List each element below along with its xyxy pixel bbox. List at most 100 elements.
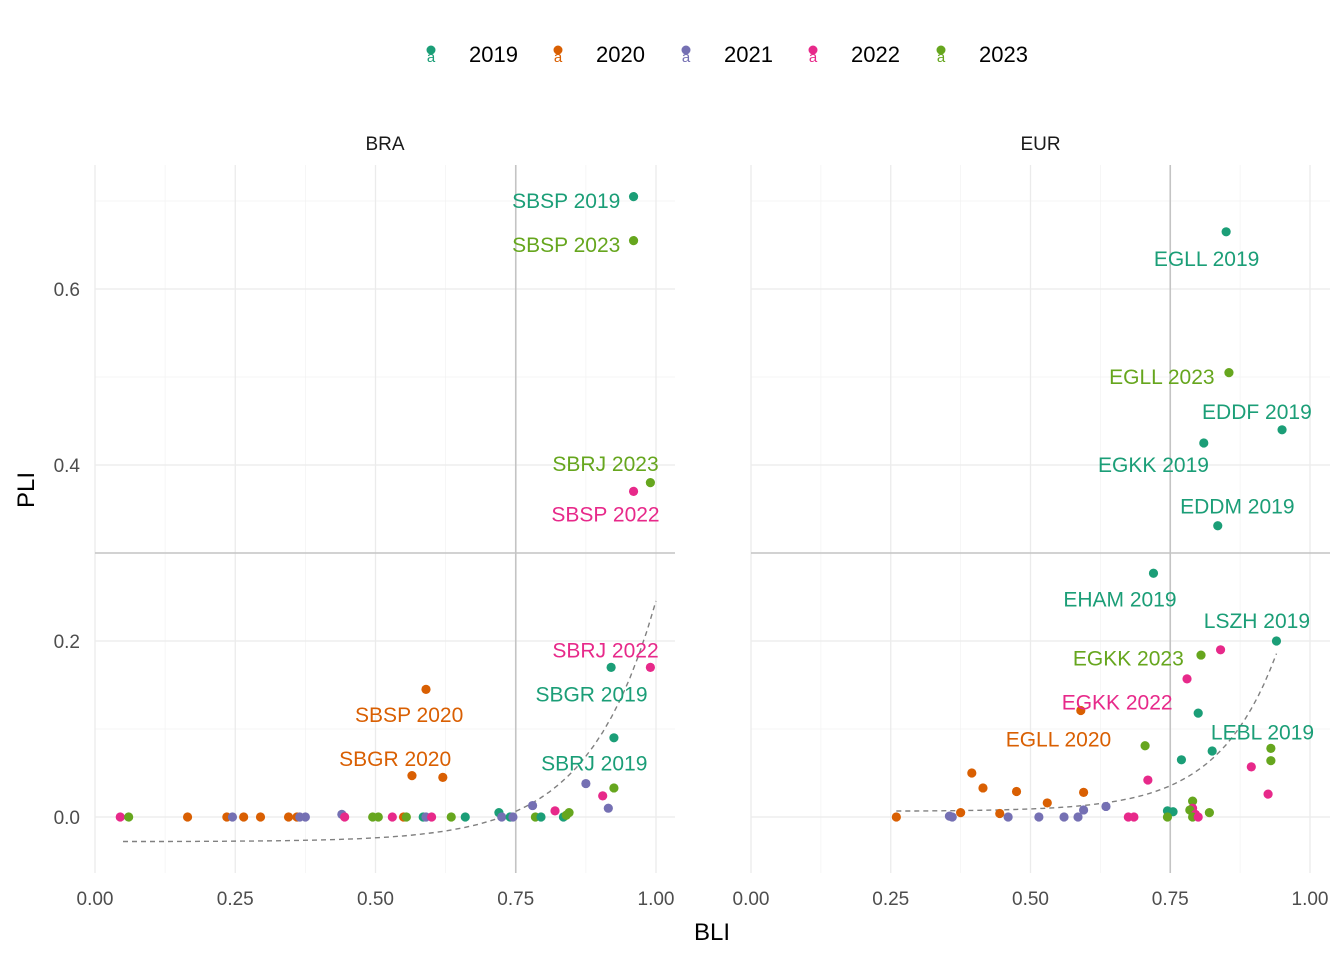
data-point-2020 xyxy=(182,812,193,822)
data-point-2023 xyxy=(1188,796,1198,806)
data-point-2022 xyxy=(1129,812,1139,822)
data-point-2022 xyxy=(1182,674,1192,684)
data-point-2020 xyxy=(255,812,266,822)
facet-strip-title: BRA xyxy=(365,134,404,155)
legend-label: 2021 xyxy=(724,42,773,67)
data-point-2022 xyxy=(1143,775,1153,785)
point-label: EDDM 2019 xyxy=(1180,495,1294,518)
data-point-2020 xyxy=(967,768,977,778)
data-point-2019 xyxy=(1213,521,1223,531)
data-point-2022 xyxy=(1215,645,1226,655)
data-point-2022 xyxy=(1263,789,1273,799)
data-point-2019 xyxy=(460,812,470,822)
data-point-2019 xyxy=(1271,636,1282,646)
legend-label: 2019 xyxy=(469,42,518,67)
data-point-2021 xyxy=(1059,812,1069,822)
legend-key-point xyxy=(681,45,691,55)
point-label: EGKK 2019 xyxy=(1098,454,1209,477)
legend-item: a 2022 xyxy=(808,42,900,67)
data-point-2023 xyxy=(1266,756,1276,766)
legend-label: 2020 xyxy=(596,42,645,67)
x-tick-label: 1.00 xyxy=(638,889,675,910)
data-point-2023 xyxy=(1266,743,1276,753)
data-point-2023 xyxy=(561,810,571,820)
point-label: EGLL 2019 xyxy=(1154,248,1259,271)
y-tick-label: 0.4 xyxy=(54,456,81,477)
data-point-2021 xyxy=(1101,801,1111,812)
legend-key-letter: a xyxy=(427,49,436,66)
x-tick-label: 1.00 xyxy=(1292,889,1329,910)
data-point-2023 xyxy=(1224,368,1234,378)
panel-bra: BRA 0.00 0.25 0.50 0.75 1.00 SBSP 2019 SBSP 202… xyxy=(77,134,675,910)
legend-label: 2022 xyxy=(851,42,900,67)
data-point-2023 xyxy=(1204,808,1214,818)
x-tick-label: 0.25 xyxy=(872,889,909,910)
point-label: SBSP 2020 xyxy=(355,704,463,727)
point-label: EHAM 2019 xyxy=(1063,589,1176,612)
facet-panels: BRA 0.00 0.25 0.50 0.75 1.00 SBSP 2019 SBSP 202… xyxy=(77,134,1330,910)
legend-key-letter: a xyxy=(809,49,818,66)
y-axis-ticks: 0.0 0.2 0.4 0.6 xyxy=(54,280,81,829)
data-point-2023 xyxy=(124,812,134,822)
data-point-2022 xyxy=(1246,762,1256,772)
data-point-2021 xyxy=(947,812,957,822)
point-label: SBSP 2019 xyxy=(512,190,620,213)
data-point-2020 xyxy=(438,772,448,783)
data-point-2020 xyxy=(978,783,988,793)
facet-strip-title: EUR xyxy=(1020,134,1060,155)
data-point-2021 xyxy=(1034,812,1044,822)
data-point-2019 xyxy=(1193,708,1203,718)
data-point-2021 xyxy=(497,812,507,822)
point-label: EGLL 2023 xyxy=(1109,366,1214,389)
data-point-2020 xyxy=(283,812,294,822)
data-point-2019 xyxy=(628,192,639,202)
data-point-2023 xyxy=(373,812,383,822)
legend: a 2019 a 2020 a 2021 a 2022 a 2023 xyxy=(426,42,1028,67)
data-point-2022 xyxy=(387,812,397,822)
data-point-2022 xyxy=(427,812,437,822)
legend-key-letter: a xyxy=(554,49,563,66)
point-label: SBSP 2023 xyxy=(512,234,620,257)
data-point-2020 xyxy=(421,684,431,695)
data-point-2020 xyxy=(956,808,966,818)
x-tick-label: 0.50 xyxy=(1012,889,1049,910)
data-point-2021 xyxy=(581,778,591,789)
y-axis-title: PLI xyxy=(13,472,40,508)
legend-key-point xyxy=(808,45,818,55)
data-point-2023 xyxy=(1196,650,1206,660)
data-point-2020 xyxy=(1079,787,1089,797)
data-point-2023 xyxy=(401,812,411,822)
x-tick-label: 0.00 xyxy=(77,889,114,910)
data-point-2020 xyxy=(891,812,901,822)
legend-key-point xyxy=(936,45,946,55)
data-point-2023 xyxy=(645,478,655,488)
data-point-2019 xyxy=(536,812,546,822)
data-point-2019 xyxy=(1176,755,1187,765)
data-point-2020 xyxy=(995,808,1005,819)
x-tick-label: 0.00 xyxy=(733,889,770,910)
legend-item: a 2019 xyxy=(426,42,518,67)
point-label: SBRJ 2023 xyxy=(552,453,658,476)
data-point-2020 xyxy=(407,771,417,781)
data-point-2021 xyxy=(227,812,238,822)
data-point-2019 xyxy=(1277,425,1287,435)
data-point-2021 xyxy=(527,800,538,811)
data-point-2021 xyxy=(1079,805,1089,815)
point-label: LEBL 2019 xyxy=(1211,722,1314,745)
point-label: SBSP 2022 xyxy=(551,503,659,526)
data-point-2022 xyxy=(1193,812,1203,822)
data-point-2022 xyxy=(115,812,125,822)
panel-eur: EUR 0.00 0.25 0.50 0.75 1.00 EGLL 2019 EGLL 202… xyxy=(733,134,1330,910)
data-point-2019 xyxy=(1148,568,1159,578)
data-point-2020 xyxy=(1076,705,1086,716)
y-tick-label: 0.6 xyxy=(54,280,80,301)
data-point-2021 xyxy=(1073,812,1083,822)
data-point-2023 xyxy=(1162,812,1173,822)
data-point-2020 xyxy=(239,812,249,822)
data-point-2022 xyxy=(598,791,608,801)
data-point-2021 xyxy=(300,812,310,822)
data-point-2020 xyxy=(1011,786,1022,797)
x-tick-label: 0.75 xyxy=(497,889,534,910)
data-point-2022 xyxy=(340,812,350,822)
